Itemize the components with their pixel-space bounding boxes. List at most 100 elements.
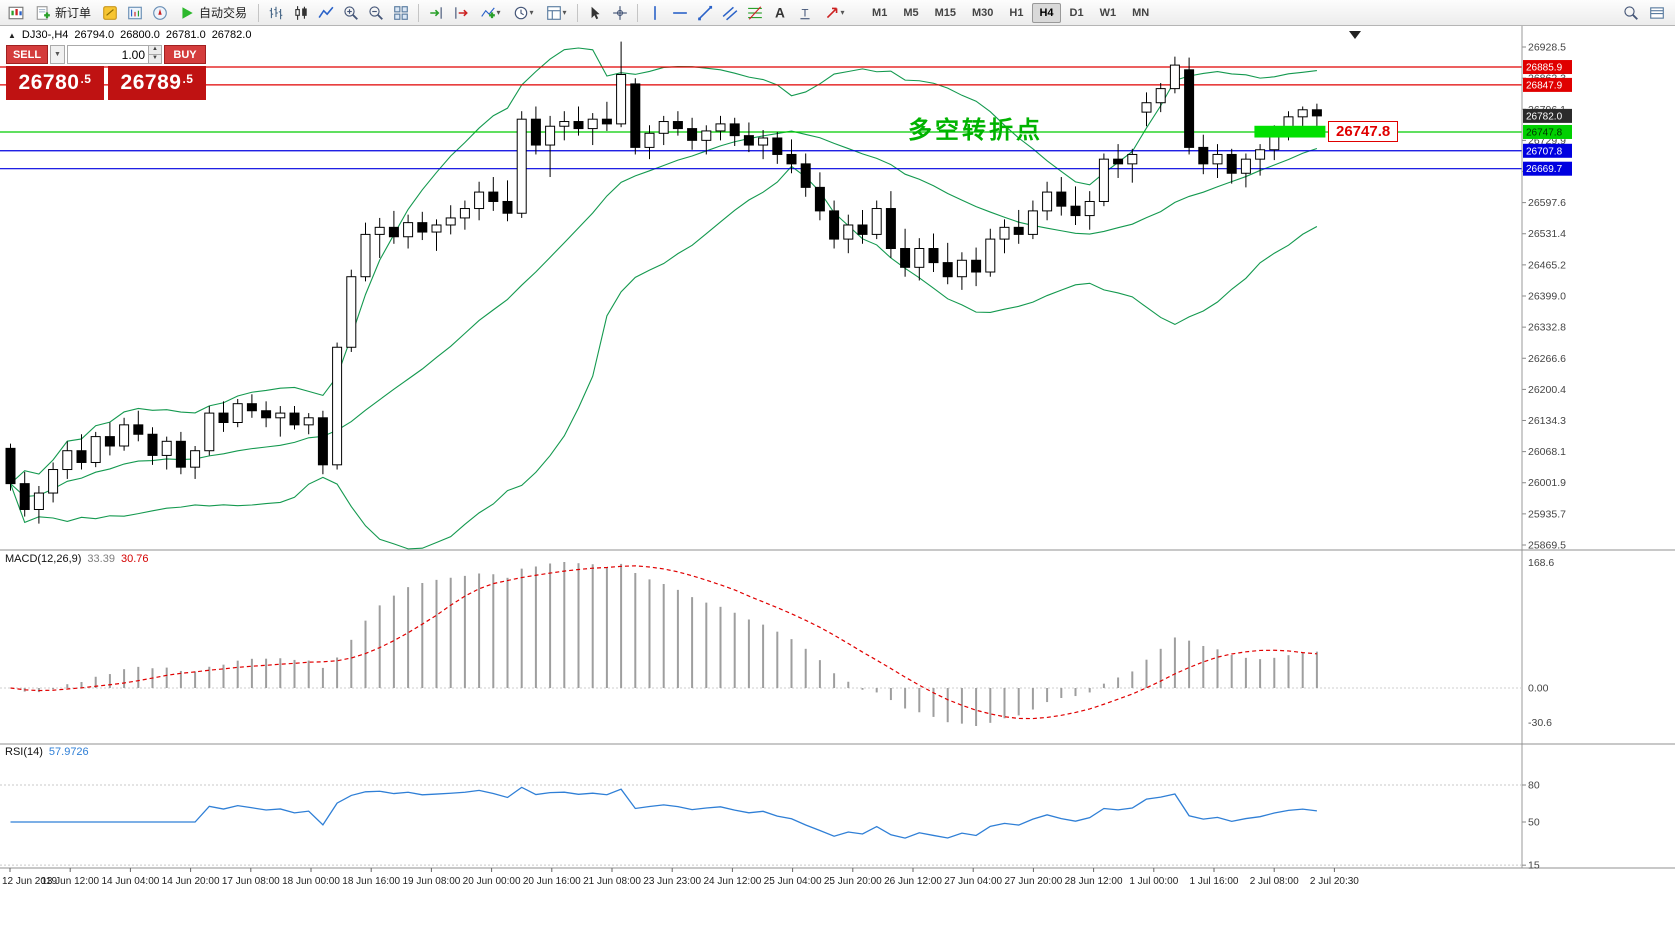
toolbar: 新订单 自动交易 ▾ ▾: [0, 0, 1675, 26]
chart-annotation-text[interactable]: 多空转折点: [908, 110, 1043, 145]
timeframe-button-w1[interactable]: W1: [1093, 3, 1124, 23]
timeframe-button-mn[interactable]: MN: [1125, 3, 1156, 23]
vertical-line-tool-button[interactable]: [643, 2, 667, 24]
timeframe-button-m1[interactable]: M1: [865, 3, 894, 23]
candlestick: [91, 437, 100, 463]
one-click-collapse-arrow[interactable]: ▲: [8, 31, 16, 40]
candlestick: [290, 413, 299, 425]
timeframe-button-m30[interactable]: M30: [965, 3, 1000, 23]
candlestick: [972, 260, 981, 272]
horizontal-line-tool-button[interactable]: [668, 2, 692, 24]
sell-button[interactable]: SELL: [6, 45, 48, 64]
label-tool-icon: T: [797, 5, 813, 21]
lot-preset-dropdown[interactable]: ▼: [50, 45, 65, 64]
autotrading-button[interactable]: 自动交易: [173, 2, 253, 24]
lot-decrease-button[interactable]: ▼: [148, 54, 161, 63]
auto-scroll-button[interactable]: [424, 2, 448, 24]
arrows-tool-button[interactable]: ▾: [818, 2, 850, 24]
zoom-out-button[interactable]: [364, 2, 388, 24]
templates-menu-button[interactable]: ▾: [540, 2, 572, 24]
zoom-in-button[interactable]: [339, 2, 363, 24]
chart-canvas[interactable]: g> 26928.526862.326796.126729.926663.726…: [0, 26, 1675, 951]
open-value: 26794.0: [74, 29, 114, 41]
price-badge-label: 26669.7: [1526, 164, 1563, 175]
price-axis-label: 25935.7: [1528, 508, 1566, 520]
time-axis-label: 28 Jun 12:00: [1065, 876, 1123, 887]
lot-increase-button[interactable]: ▲: [148, 46, 161, 54]
indicators-icon: [480, 5, 496, 21]
auto-scroll-icon: [428, 5, 444, 21]
timeframe-button-m15[interactable]: M15: [928, 3, 963, 23]
macd-axis-label: 0.00: [1528, 683, 1549, 695]
text-tool-button[interactable]: A: [768, 2, 792, 24]
lot-spinner: ▲ ▼: [148, 46, 161, 63]
macd-name: MACD(12,26,9): [5, 553, 81, 565]
chevron-down-icon: ▾: [563, 9, 567, 17]
candlestick: [574, 122, 583, 129]
candlestick: [631, 84, 640, 147]
buy-price-main: 26789: [121, 71, 182, 95]
indicators-menu-button[interactable]: ▾: [474, 2, 506, 24]
low-value: 26781.0: [166, 29, 206, 41]
svg-text:T: T: [802, 7, 809, 19]
candlestick: [929, 249, 938, 263]
tile-windows-button[interactable]: [389, 2, 413, 24]
sell-price-display[interactable]: 26780.5: [6, 66, 104, 100]
candlestick-chart-button[interactable]: [289, 2, 313, 24]
time-axis-label: 1 Jul 16:00: [1190, 876, 1239, 887]
timeframe-button-h4[interactable]: H4: [1032, 3, 1060, 23]
bollinger-lower-band: [11, 166, 1317, 548]
line-chart-button[interactable]: [314, 2, 338, 24]
candlestick: [957, 260, 966, 276]
market-watch-button[interactable]: [123, 2, 147, 24]
lot-size-field[interactable]: 1.00 ▲▼: [67, 45, 162, 64]
toolbar-right-tools: [1619, 2, 1669, 24]
chart-shift-button[interactable]: [449, 2, 473, 24]
scroll-marker-icon[interactable]: [1349, 31, 1361, 39]
clock-icon: [513, 5, 529, 21]
timeframe-button-d1[interactable]: D1: [1063, 3, 1091, 23]
chart-app-button[interactable]: [4, 2, 28, 24]
buy-button[interactable]: BUY: [164, 45, 206, 64]
symbol-period-label: DJ30-,H4: [22, 29, 68, 41]
periods-menu-button[interactable]: ▾: [507, 2, 539, 24]
candlestick-chart-icon: [293, 5, 309, 21]
price-axis-label: 26928.5: [1528, 42, 1566, 54]
candlestick: [943, 263, 952, 277]
time-axis-label: 19 Jun 08:00: [402, 876, 460, 887]
price-badge-label: 26707.8: [1526, 146, 1563, 157]
lot-value[interactable]: 1.00: [68, 48, 148, 62]
candlestick: [844, 225, 853, 239]
candlestick: [432, 225, 441, 232]
candlestick: [830, 211, 839, 239]
candlestick: [191, 451, 200, 467]
buy-price-display[interactable]: 26789.5: [108, 66, 206, 100]
cursor-button[interactable]: [583, 2, 607, 24]
candlestick: [716, 124, 725, 131]
metaeditor-button[interactable]: [98, 2, 122, 24]
metaeditor-icon: [102, 5, 118, 21]
candlestick: [1057, 192, 1066, 206]
trendline-tool-button[interactable]: [693, 2, 717, 24]
highlight-rectangle[interactable]: [1254, 126, 1325, 138]
symbol-header: ▲ DJ30-,H4 26794.0 26800.0 26781.0 26782…: [8, 29, 251, 41]
label-tool-button[interactable]: T: [793, 2, 817, 24]
bar-chart-button[interactable]: [264, 2, 288, 24]
candlestick: [49, 470, 58, 494]
candlestick: [1028, 211, 1037, 235]
macd-indicator-label: MACD(12,26,9) 33.39 30.76: [5, 553, 148, 565]
timeframe-button-m5[interactable]: M5: [896, 3, 925, 23]
search-button[interactable]: [1619, 2, 1643, 24]
symbols-list-button[interactable]: [1645, 2, 1669, 24]
chart-window: g> 26928.526862.326796.126729.926663.726…: [0, 26, 1675, 951]
price-line-label[interactable]: 26747.8: [1328, 121, 1398, 142]
candlestick: [901, 249, 910, 268]
new-order-button[interactable]: 新订单: [29, 2, 97, 24]
navigator-button[interactable]: [148, 2, 172, 24]
fibonacci-tool-button[interactable]: [743, 2, 767, 24]
channel-icon: [722, 5, 738, 21]
channel-tool-button[interactable]: [718, 2, 742, 24]
timeframe-button-h1[interactable]: H1: [1002, 3, 1030, 23]
rsi-line: [11, 787, 1317, 838]
crosshair-button[interactable]: [608, 2, 632, 24]
